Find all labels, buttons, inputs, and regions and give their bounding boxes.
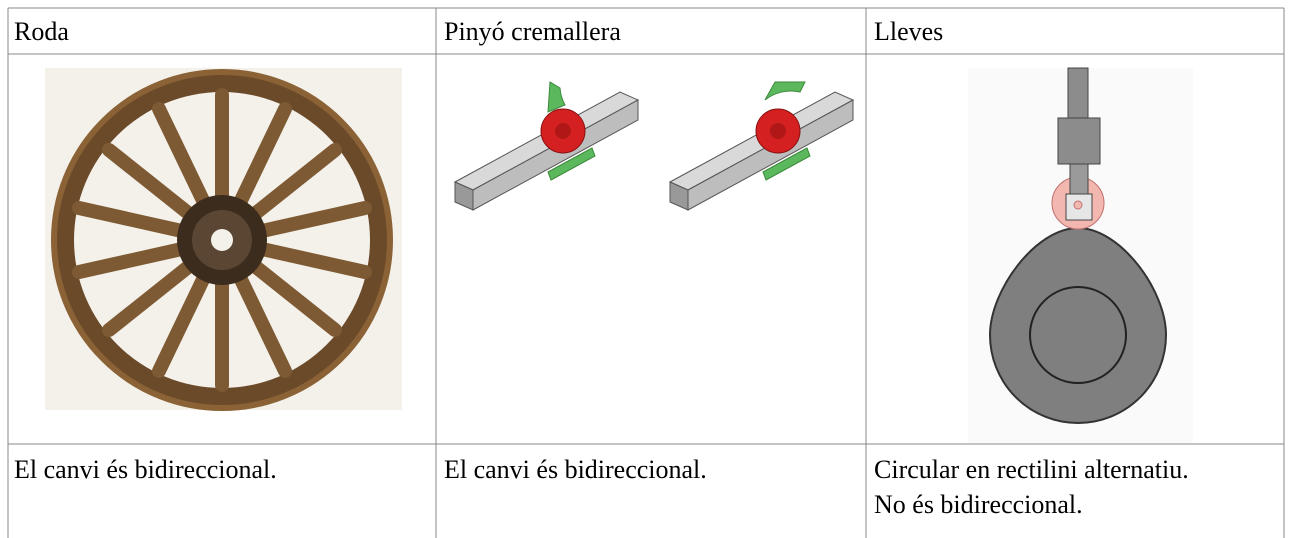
header-cell: Lleves	[874, 17, 943, 46]
cam-image	[968, 67, 1193, 443]
table-cell: El canvi és bidireccional.	[14, 455, 277, 484]
header-cell: Roda	[14, 17, 69, 46]
table-cell: Circular en rectilini alternatiu.	[874, 455, 1189, 484]
rack-pinion-image	[453, 81, 855, 211]
wheel-image	[45, 68, 402, 411]
header-cell: Pinyó cremallera	[444, 17, 621, 46]
table-cell: No és bidireccional.	[874, 490, 1083, 519]
table-grid	[7, 7, 1285, 538]
table-cell: El canvi és bidireccional.	[444, 455, 707, 484]
